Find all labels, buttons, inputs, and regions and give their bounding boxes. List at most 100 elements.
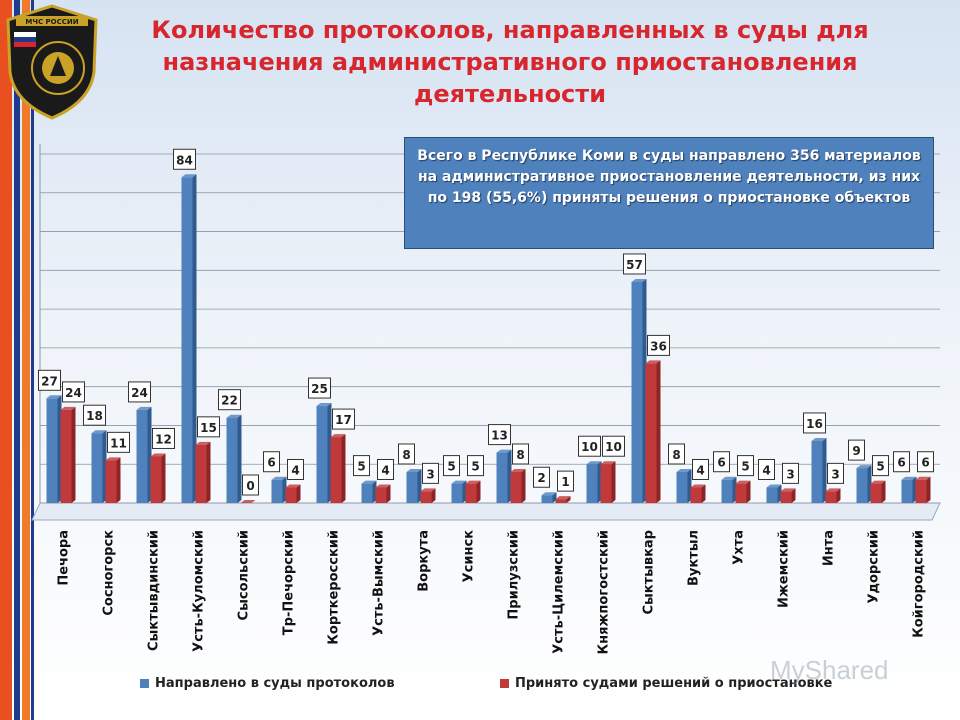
bar-series-2 [465, 483, 477, 503]
bar-side [926, 476, 931, 503]
bar-top [406, 468, 422, 472]
bar-top [105, 457, 121, 461]
data-label: 2 [537, 471, 545, 485]
category-label: Вуктыл [687, 530, 702, 586]
bar-top [330, 434, 346, 438]
data-label-box [128, 381, 151, 403]
data-label: 27 [41, 374, 58, 388]
bar-side [611, 461, 616, 503]
bar-side [881, 480, 886, 503]
category-label: Инта [822, 530, 837, 566]
data-label-box [827, 462, 844, 484]
bar-side [206, 441, 211, 503]
category-label: Койгородский [912, 530, 927, 638]
bar-side [431, 488, 436, 503]
data-label-box [218, 389, 241, 411]
bar-top [271, 476, 287, 480]
category-label: Сысольский [237, 530, 252, 620]
bar-series-1 [541, 495, 553, 503]
bar-series-1 [316, 406, 328, 503]
legend-swatch-series-2 [500, 679, 509, 688]
data-label-box [197, 416, 220, 438]
data-label-box [848, 439, 865, 461]
bar-series-2 [780, 491, 792, 503]
legend-item-series-2: Принято судами решений о приостановке [500, 676, 832, 691]
bar-series-2 [825, 491, 837, 503]
bar-top [870, 480, 886, 484]
bar-series-1 [46, 398, 58, 503]
data-label-box [308, 377, 331, 399]
data-label-box [557, 470, 574, 492]
legend-swatch-series-1 [140, 679, 149, 688]
bar-series-2 [420, 491, 432, 503]
bar-side [656, 360, 661, 503]
bar-series-2 [645, 363, 657, 503]
bar-series-1 [676, 471, 688, 503]
legend-label-series-2: Принято судами решений о приостановке [515, 676, 833, 691]
bar-series-2 [555, 499, 567, 503]
watermark: MyShared [770, 655, 889, 685]
bar-side [296, 484, 301, 503]
category-label: Удорский [867, 530, 882, 604]
bar-side [701, 484, 706, 503]
bar-top [645, 360, 661, 364]
data-label-box [422, 462, 439, 484]
data-label: 6 [267, 456, 275, 470]
data-label-box [488, 424, 511, 446]
data-label: 8 [402, 448, 410, 462]
category-label: Прилузский [507, 530, 522, 620]
data-label-box [173, 148, 196, 170]
bar-top [136, 406, 152, 410]
chart-legend: Направлено в суды протоколов Принято суд… [140, 676, 900, 696]
category-label: Сыктывкар [642, 530, 657, 615]
data-label: 12 [155, 432, 172, 446]
bar-top [150, 453, 166, 457]
bar-top [60, 406, 76, 410]
category-label: Усть-Цилемский [552, 530, 567, 654]
bar-series-1 [586, 464, 598, 503]
bar-series-1 [271, 479, 283, 503]
data-label: 17 [335, 413, 352, 427]
bar-top [690, 484, 706, 488]
data-label: 4 [291, 463, 299, 477]
bar-series-1 [136, 409, 148, 503]
data-label: 4 [381, 463, 389, 477]
bar-side [476, 480, 481, 503]
bar-series-2 [285, 487, 297, 503]
data-label-box [803, 412, 826, 434]
bar-series-1 [91, 433, 103, 503]
data-label: 4 [696, 463, 704, 477]
bar-top [735, 480, 751, 484]
category-label: Усть-Куломский [192, 530, 207, 652]
info-box: Всего в Республике Коми в суды направлен… [404, 137, 934, 249]
data-label: 5 [471, 460, 479, 474]
bar-series-2 [690, 487, 702, 503]
bar-series-1 [361, 483, 373, 503]
bar-top [195, 441, 211, 445]
category-label: Воркута [417, 530, 432, 592]
bar-top [541, 492, 557, 496]
data-label-box [917, 451, 934, 473]
data-label-box [62, 381, 85, 403]
bar-side [341, 434, 346, 503]
data-label: 9 [852, 444, 860, 458]
data-label-box [443, 455, 460, 477]
bar-top [465, 480, 481, 484]
data-label: 18 [86, 409, 103, 423]
data-label: 15 [200, 421, 217, 435]
bar-series-1 [631, 281, 643, 503]
category-label: Усть-Вымский [372, 530, 387, 636]
bar-series-2 [870, 483, 882, 503]
bar-series-1 [451, 483, 463, 503]
data-label: 8 [516, 448, 524, 462]
data-label-box [893, 451, 910, 473]
bar-top [226, 414, 242, 418]
bar-top [375, 484, 391, 488]
data-label-box [263, 451, 280, 473]
data-label-box [287, 458, 304, 480]
category-label: Ижемский [777, 530, 792, 608]
data-label: 10 [605, 440, 622, 454]
bar-top [240, 500, 256, 503]
bar-top [510, 468, 526, 472]
bar-top [181, 174, 197, 178]
